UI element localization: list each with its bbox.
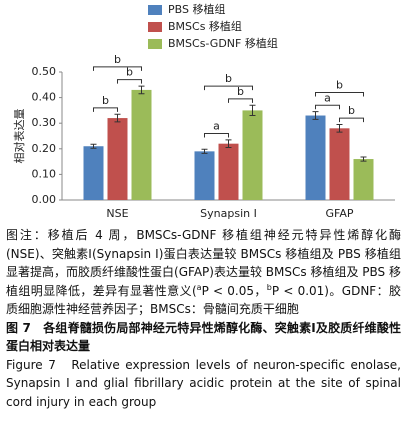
significance-bracket — [93, 66, 142, 71]
y-tick-label: 0.00 — [32, 193, 57, 206]
superscript: b — [266, 282, 272, 292]
error-bar — [90, 143, 97, 149]
significance-bracket — [204, 132, 229, 138]
significance-bracket — [228, 98, 253, 103]
superscript: a — [196, 282, 202, 292]
y-axis-label: 相对表达量 — [12, 109, 26, 164]
bar — [107, 118, 128, 200]
significance-bracket — [315, 91, 364, 97]
significance-label: b — [102, 94, 109, 107]
y-tick-label: 0.40 — [32, 91, 57, 104]
bar — [218, 143, 239, 200]
bar — [194, 151, 215, 200]
bar — [83, 146, 104, 200]
significance-label: a — [324, 91, 331, 104]
caption-note: 图注：移植后 4 周，BMSCs-GDNF 移植组神经元特异性烯醇化酶(NSE)… — [6, 226, 401, 319]
error-bar — [114, 113, 121, 123]
note-text: 图注：移植后 4 周，BMSCs-GDNF 移植组神经元特异性烯醇化酶(NSE)… — [6, 228, 401, 298]
x-tick-label: NSE — [106, 207, 128, 220]
bar — [305, 115, 326, 200]
legend-label: BMSCs-GDNF 移植组 — [168, 36, 278, 50]
caption-title-en: Figure 7 Relative expression levels of n… — [6, 357, 401, 409]
y-tick-label: 0.20 — [32, 142, 57, 155]
significance-bracket — [117, 79, 142, 84]
error-bar — [138, 85, 145, 95]
y-tick-label: 0.50 — [32, 65, 57, 78]
bar — [242, 110, 263, 200]
note-text: P < 0.05， — [201, 283, 267, 298]
error-bar — [225, 139, 232, 149]
significance-label: b — [126, 66, 133, 79]
error-bar — [336, 123, 343, 133]
significance-label: b — [225, 72, 232, 85]
bar — [353, 159, 374, 200]
legend-swatch — [148, 39, 162, 49]
significance-bracket — [204, 85, 253, 91]
significance-label: b — [114, 53, 121, 66]
legend-label: PBS 移植组 — [168, 2, 225, 16]
y-tick-label: 0.30 — [32, 116, 57, 129]
caption-title-cn: 图 7 各组脊髓损伤局部神经元特异性烯醇化酶、突触素Ⅰ及胶质纤维酸性蛋白相对表达… — [6, 320, 401, 354]
significance-label: b — [336, 78, 343, 91]
bar — [131, 89, 152, 200]
x-tick-label: Synapsin Ⅰ — [200, 207, 257, 220]
significance-label: b — [237, 85, 244, 98]
significance-bracket — [93, 107, 118, 112]
bar — [329, 128, 350, 200]
legend-label: BMSCs 移植组 — [168, 19, 242, 33]
error-bar — [201, 148, 208, 154]
significance-bracket — [315, 104, 340, 110]
significance-bracket — [339, 117, 364, 123]
x-tick-label: GFAP — [326, 207, 354, 220]
note-text: P < 0.01)。GDNF：胶质细胞源性神经营养因子；BMSCs：骨髓间充质干… — [6, 283, 401, 317]
y-tick-label: 0.10 — [32, 167, 57, 180]
chart: 相对表达量 0.00 0.10 0.20 0.30 0.40 0.50 PBS 移植组 BMS… — [12, 2, 395, 220]
legend-swatch — [148, 5, 162, 15]
error-bar — [249, 104, 256, 117]
legend-swatch — [148, 22, 162, 32]
significance-label: a — [213, 119, 220, 132]
significance-label: b — [348, 104, 355, 117]
error-bar — [312, 111, 319, 120]
caption: 图注：移植后 4 周，BMSCs-GDNF 移植组神经元特异性烯醇化酶(NSE)… — [6, 226, 401, 411]
error-bar — [360, 156, 367, 162]
